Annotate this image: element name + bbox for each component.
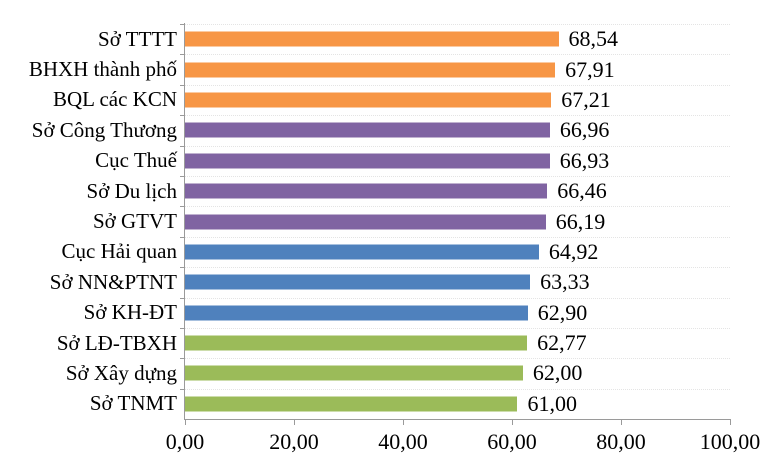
chart-row: Sở Công Thương 66,96 xyxy=(0,115,730,145)
bar xyxy=(185,396,518,412)
bar xyxy=(185,31,559,47)
category-label: BHXH thành phố xyxy=(28,57,177,82)
bar xyxy=(185,274,531,290)
value-label: 68,54 xyxy=(568,26,619,52)
x-tick-mark xyxy=(403,420,404,425)
bar-track: 61,00 xyxy=(180,388,730,419)
bar-track: 68,54 xyxy=(180,24,730,54)
category-label: Sở TTTT xyxy=(98,26,177,51)
chart-row: Sở TTTT 68,54 xyxy=(0,24,730,54)
x-axis-ticks: 0,00 20,00 40,00 60,00 80,00 100,00 xyxy=(166,419,760,465)
chart-row: Sở GTVT 66,19 xyxy=(0,206,730,236)
category-label: Sở GTVT xyxy=(92,209,177,234)
value-label: 61,00 xyxy=(527,390,577,416)
chart-row: Sở Xây dựng 62,00 xyxy=(0,358,730,388)
category-label: Sở Công Thương xyxy=(31,117,177,142)
category-label: Sở Xây dựng xyxy=(65,360,177,385)
bar-track: 66,96 xyxy=(180,115,730,145)
value-label: 66,19 xyxy=(555,208,606,234)
category-label: Cục Hải quan xyxy=(61,239,177,264)
bar xyxy=(185,153,550,169)
category-label: Sở KH-ĐT xyxy=(83,300,177,325)
value-label: 62,77 xyxy=(537,330,587,356)
x-tick-label: 20,00 xyxy=(269,429,319,454)
x-axis-line xyxy=(184,419,731,420)
bar xyxy=(185,214,546,230)
plot-area: Sở TTTT 68,54 BHXH thành phố 67,91 BQL c… xyxy=(0,24,730,419)
bar xyxy=(185,244,539,260)
value-label: 66,46 xyxy=(557,178,607,204)
chart-row: Cục Hải quan 64,92 xyxy=(0,236,730,267)
value-label: 64,92 xyxy=(548,238,599,264)
x-tick-mark xyxy=(730,420,731,425)
value-label: 66,96 xyxy=(559,117,610,143)
bar-track: 64,92 xyxy=(180,236,730,267)
x-tick-label: 40,00 xyxy=(378,429,428,454)
bar xyxy=(185,305,528,321)
bar xyxy=(185,183,548,199)
bar-track: 63,33 xyxy=(180,267,730,297)
category-label: Sở LĐ-TBXH xyxy=(56,330,177,355)
bar xyxy=(185,62,556,78)
chart-row: Sở Du lịch 66,46 xyxy=(0,175,730,206)
x-tick-label: 80,00 xyxy=(596,429,646,454)
bar xyxy=(185,122,550,138)
x-tick-label: 100,00 xyxy=(699,429,761,454)
value-label: 66,93 xyxy=(559,147,610,173)
bar-track: 62,00 xyxy=(180,358,730,388)
category-label: Sở TNMT xyxy=(89,391,177,416)
bar-track: 67,91 xyxy=(180,54,730,84)
bar-track: 66,19 xyxy=(180,206,730,236)
chart-row: Sở KH-ĐT 62,90 xyxy=(0,297,730,328)
bar xyxy=(185,335,528,351)
value-label: 67,91 xyxy=(565,56,615,82)
category-label: Sở NN&PTNT xyxy=(49,269,177,294)
x-tick-mark xyxy=(294,420,295,425)
value-label: 63,33 xyxy=(540,269,590,295)
chart-row: BQL các KCN 67,21 xyxy=(0,84,730,115)
x-tick-label: 60,00 xyxy=(487,429,537,454)
value-label: 62,00 xyxy=(532,360,583,386)
x-tick-mark xyxy=(621,420,622,425)
bar-track: 62,77 xyxy=(180,327,730,358)
chart-row: BHXH thành phố 67,91 xyxy=(0,54,730,84)
bar-track: 62,90 xyxy=(180,297,730,328)
bar-track: 67,21 xyxy=(180,84,730,115)
y-axis-line xyxy=(184,23,185,420)
category-label: Cục Thuế xyxy=(95,148,177,173)
category-label: BQL các KCN xyxy=(52,87,177,112)
category-label: Sở Du lịch xyxy=(86,178,177,203)
bar-track: 66,93 xyxy=(180,145,730,176)
bar xyxy=(185,92,552,108)
chart-row: Sở LĐ-TBXH 62,77 xyxy=(0,327,730,358)
chart-row: Cục Thuế 66,93 xyxy=(0,145,730,176)
x-tick-mark xyxy=(185,420,186,425)
x-tick-label: 0,00 xyxy=(165,429,205,454)
value-label: 62,90 xyxy=(537,299,588,325)
bar xyxy=(185,365,523,381)
chart-row: Sở NN&PTNT 63,33 xyxy=(0,267,730,297)
x-tick-mark xyxy=(512,420,513,425)
bar-track: 66,46 xyxy=(180,175,730,206)
chart-row: Sở TNMT 61,00 xyxy=(0,388,730,419)
value-label: 67,21 xyxy=(561,86,611,112)
